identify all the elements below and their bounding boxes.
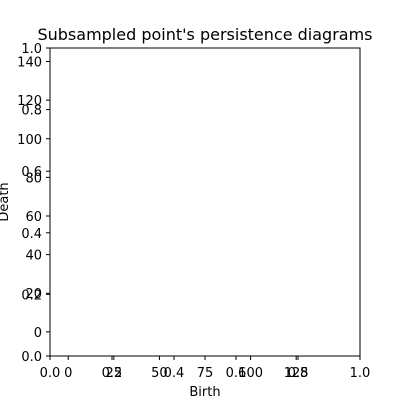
x-tick-label: 0.8 (288, 366, 309, 381)
y-tick-label: 60 (25, 210, 42, 225)
x-tick-label: 125 (284, 366, 309, 381)
plot-area (49, 47, 361, 357)
x-tick-label: 0 (64, 366, 72, 381)
y-tick-label: 0.4 (21, 227, 42, 242)
x-axis-secondary-ticks: 0 25 50 75 100 125 (64, 356, 309, 381)
y-tick-label: 0.6 (21, 165, 42, 180)
y-tick-label: 20 (25, 287, 42, 302)
y-tick-label: 0.2 (21, 288, 42, 303)
y-axis-secondary-ticks: 0 20 40 60 80 100 120 140 (17, 56, 50, 341)
y-axis-label: Death (0, 182, 12, 221)
x-axis-label: Birth (189, 385, 220, 400)
x-tick-label: 100 (238, 366, 263, 381)
x-axis-primary-ticks: 0.0 0.2 0.4 0.6 0.8 1.0 (40, 356, 371, 381)
x-tick-label: 1.0 (350, 366, 371, 381)
y-tick-label: 0.0 (21, 350, 42, 365)
x-tick-label: 75 (197, 366, 214, 381)
y-tick-label: 1.0 (21, 42, 42, 57)
y-tick-label: 120 (17, 94, 42, 109)
chart-title: Subsampled point's persistence diagrams (37, 25, 372, 44)
x-tick-label: 0.6 (226, 366, 247, 381)
y-tick-label: 0.8 (21, 104, 42, 119)
x-tick-label: 25 (106, 366, 123, 381)
x-tick-label: 50 (151, 366, 168, 381)
y-tick-label: 80 (25, 171, 42, 186)
y-axis-primary-ticks: 0.0 0.2 0.4 0.6 0.8 1.0 (21, 42, 50, 365)
y-tick-label: 40 (25, 249, 42, 264)
y-tick-label: 0 (34, 326, 42, 341)
y-tick-label: 100 (17, 133, 42, 148)
x-tick-label: 0.0 (40, 366, 61, 381)
x-tick-label: 0.4 (164, 366, 185, 381)
y-tick-label: 140 (17, 56, 42, 71)
x-tick-label: 0.2 (102, 366, 123, 381)
